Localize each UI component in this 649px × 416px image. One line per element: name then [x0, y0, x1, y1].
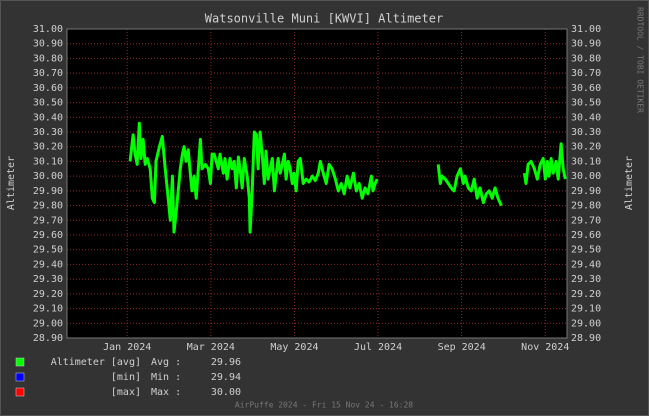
y2-tick-label: 29.40	[571, 259, 601, 270]
y-tick-label: 30.80	[33, 53, 63, 64]
y2-tick-label: 29.60	[571, 230, 601, 241]
y-tick-label: 30.30	[33, 127, 63, 138]
y-tick-label: 29.80	[33, 201, 63, 212]
credit: RRDTOOL / TOBI OETIKER	[636, 7, 645, 113]
y2-tick-label: 29.50	[571, 245, 601, 256]
y2-tick-label: 30.00	[571, 171, 601, 182]
y2-tick-label: 30.10	[571, 156, 601, 167]
y-axis-label: Altimeter	[6, 156, 17, 210]
y2-tick-label: 30.30	[571, 127, 601, 138]
legend-stat: Avg :	[151, 357, 181, 368]
legend-name: Altimeter [avg]	[51, 357, 141, 368]
legend-name: [min]	[111, 372, 141, 383]
y-tick-label: 29.40	[33, 259, 63, 270]
legend-stat: Min :	[151, 372, 181, 383]
y2-tick-label: 30.60	[571, 83, 601, 94]
y2-tick-label: 29.20	[571, 289, 601, 300]
y-tick-label: 29.30	[33, 274, 63, 285]
y2-tick-label: 31.00	[571, 24, 601, 35]
legend-value: 29.96	[211, 357, 241, 368]
legend-value: 29.94	[211, 372, 241, 383]
y2-tick-label: 30.70	[571, 68, 601, 79]
y2-axis-label: Altimeter	[624, 156, 635, 210]
y-tick-label: 29.60	[33, 230, 63, 241]
y-tick-label: 29.90	[33, 186, 63, 197]
legend-name: [max]	[111, 387, 141, 398]
chart-title: Watsonville Muni [KWVI] Altimeter	[205, 12, 443, 26]
x-tick-label: May 2024	[270, 342, 318, 353]
y-tick-label: 30.10	[33, 156, 63, 167]
x-tick-label: Mar 2024	[187, 342, 235, 353]
plot-border	[66, 28, 568, 339]
y2-tick-label: 30.50	[571, 98, 601, 109]
y-tick-label: 30.20	[33, 142, 63, 153]
plot-area	[67, 29, 567, 338]
y2-tick-label: 29.30	[571, 274, 601, 285]
data-line	[128, 121, 567, 234]
y-tick-label: 29.50	[33, 245, 63, 256]
y-tick-label: 30.90	[33, 39, 63, 50]
y-tick-label: 30.00	[33, 171, 63, 182]
y-tick-label: 31.00	[33, 24, 63, 35]
y-tick-label: 29.70	[33, 215, 63, 226]
y2-tick-label: 28.90	[571, 333, 601, 344]
y-tick-label: 30.60	[33, 83, 63, 94]
y2-tick-label: 30.40	[571, 112, 601, 123]
y-tick-label: 30.50	[33, 98, 63, 109]
legend-value: 30.00	[211, 387, 241, 398]
y2-tick-label: 29.10	[571, 304, 601, 315]
y-tick-label: 29.20	[33, 289, 63, 300]
y-tick-label: 30.40	[33, 112, 63, 123]
y2-tick-label: 29.70	[571, 215, 601, 226]
y2-tick-label: 30.80	[571, 53, 601, 64]
x-tick-label: Sep 2024	[438, 342, 486, 353]
legend-stat: Max :	[151, 387, 181, 398]
legend-swatch	[15, 372, 25, 382]
x-tick-label: Nov 2024	[521, 342, 569, 353]
y-tick-label: 29.10	[33, 304, 63, 315]
y-tick-label: 30.70	[33, 68, 63, 79]
y2-tick-label: 30.90	[571, 39, 601, 50]
y-tick-label: 29.00	[33, 318, 63, 329]
legend-swatch	[15, 387, 25, 397]
y-tick-label: 28.90	[33, 333, 63, 344]
y2-tick-label: 29.00	[571, 318, 601, 329]
footer: AirPuffe 2024 - Fri 15 Nov 24 - 16:28	[235, 401, 413, 410]
y2-tick-label: 29.80	[571, 201, 601, 212]
y2-tick-label: 29.90	[571, 186, 601, 197]
y2-tick-label: 30.20	[571, 142, 601, 153]
legend-swatch	[15, 357, 25, 367]
x-tick-label: Jul 2024	[354, 342, 402, 353]
x-tick-label: Jan 2024	[103, 342, 151, 353]
